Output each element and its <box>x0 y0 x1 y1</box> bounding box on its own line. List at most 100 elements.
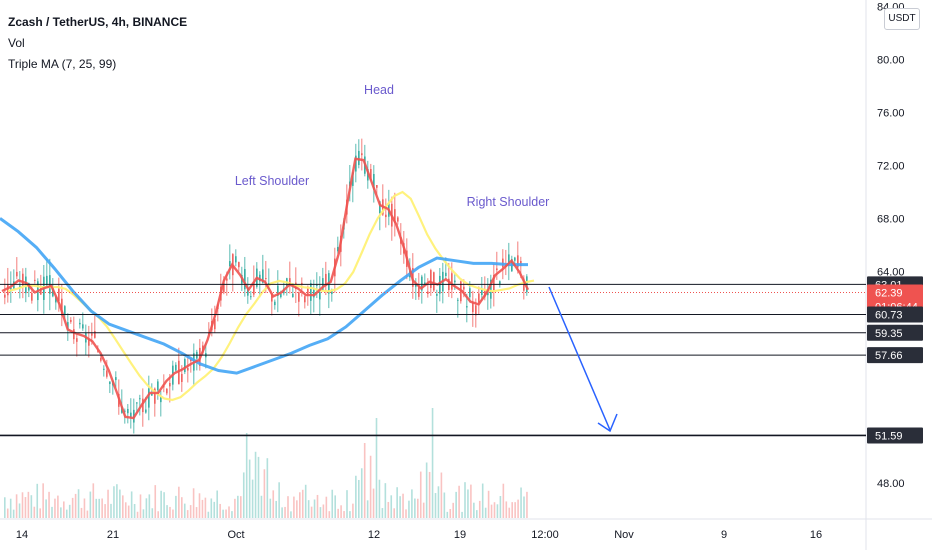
candle-body <box>187 367 189 371</box>
annotations: Left Shoulder Head Right Shoulder <box>235 83 618 433</box>
volume-bar <box>476 510 478 518</box>
volume-bar <box>505 501 508 518</box>
volume-bar <box>487 490 490 518</box>
candle-body <box>19 285 21 288</box>
candle-body <box>277 285 279 296</box>
volume-bar <box>71 497 74 518</box>
time-tick-label: 12:00 <box>531 529 559 541</box>
price-label: 59.35 <box>875 328 903 340</box>
volume-bar <box>139 494 142 518</box>
volume-bar <box>186 510 189 518</box>
price-label: 60.73 <box>875 310 903 322</box>
candle-body <box>262 269 264 283</box>
volume-bar <box>484 507 487 518</box>
volume-bar <box>428 471 431 518</box>
currency-button[interactable]: USDT <box>884 8 920 30</box>
volume-bar <box>437 486 440 518</box>
volume-indicator-label[interactable]: Vol <box>8 36 25 50</box>
candle-body <box>370 169 372 181</box>
volume-bar <box>30 495 33 518</box>
candle-body <box>481 289 483 295</box>
price-tick-label: 48.00 <box>877 478 905 490</box>
volume-bar <box>175 495 177 518</box>
volume-bar <box>163 492 165 518</box>
volume-bar <box>80 507 83 518</box>
volume-bar <box>287 496 289 518</box>
volume-bar <box>33 506 36 518</box>
candle-body <box>124 410 126 412</box>
candle-body <box>154 388 156 404</box>
volume-bar <box>325 496 328 518</box>
candle-body <box>4 294 6 298</box>
candle-body <box>127 408 129 414</box>
volume-bar <box>431 408 434 518</box>
candle-body <box>430 270 432 289</box>
volume-bar <box>42 483 44 518</box>
candle-body <box>244 269 246 290</box>
candle-body <box>493 274 495 291</box>
volume-bar <box>48 491 50 518</box>
candle-body <box>109 381 111 385</box>
volume-bar <box>470 484 472 518</box>
volume-bar <box>210 498 213 518</box>
symbol-title[interactable]: Zcash / TetherUS, 4h, BINANCE <box>8 15 188 29</box>
volume-bar <box>322 504 325 518</box>
volume-bar <box>154 485 157 518</box>
candle-body <box>280 293 282 298</box>
volume-bar <box>499 496 502 518</box>
volume-bar <box>502 483 505 518</box>
candle-body <box>373 174 375 190</box>
volume-bar <box>263 469 266 518</box>
candle-body <box>361 153 363 156</box>
volume-bar <box>119 489 121 518</box>
volume-bar <box>461 511 463 518</box>
candle-body <box>454 280 456 283</box>
volume-bar <box>225 509 227 518</box>
volume-bar <box>425 462 428 518</box>
volume-bar <box>378 479 381 518</box>
price-tick-label: 64.00 <box>877 266 905 278</box>
volume-bar <box>51 506 53 518</box>
candle-body <box>181 373 183 382</box>
candle-body <box>142 398 144 413</box>
candle-body <box>316 284 318 286</box>
candle-body <box>79 322 81 325</box>
volume-bar <box>195 507 198 518</box>
volume-bar <box>390 495 393 518</box>
volume-bar <box>6 508 9 518</box>
volume-bar <box>422 502 425 518</box>
volume-bar <box>231 511 233 518</box>
volume-bar <box>130 491 133 518</box>
volume-bar <box>74 493 77 518</box>
time-axis[interactable]: 14 21 Oct 12 19 12:00 Nov 9 16 <box>16 529 822 541</box>
candle-body <box>31 292 33 301</box>
candle-body <box>94 331 96 338</box>
ma-indicator-label[interactable]: Triple MA (7, 25, 99) <box>8 57 117 71</box>
volume-bar <box>169 506 171 518</box>
candle-body <box>169 382 171 387</box>
volume-bar <box>104 504 106 518</box>
volume-bar <box>301 489 304 518</box>
candle-body <box>517 255 519 268</box>
candle-body <box>397 217 399 222</box>
volume-bar <box>142 509 145 518</box>
price-label-box <box>867 347 923 364</box>
candle-body <box>508 254 510 265</box>
volume-bar <box>57 495 59 518</box>
volume-bar <box>496 504 499 518</box>
volume-bar <box>245 433 248 518</box>
candle-body <box>106 370 108 377</box>
volume-bar <box>355 475 357 518</box>
candle-body <box>472 301 474 313</box>
forecast-arrowhead <box>597 413 618 433</box>
candle-body <box>313 288 315 298</box>
volume-bar <box>83 498 86 518</box>
candle-body <box>10 287 12 291</box>
volume-bar <box>228 506 230 518</box>
volume-bar <box>405 509 407 518</box>
volume-bar <box>493 502 496 518</box>
volume-bar <box>201 499 204 518</box>
